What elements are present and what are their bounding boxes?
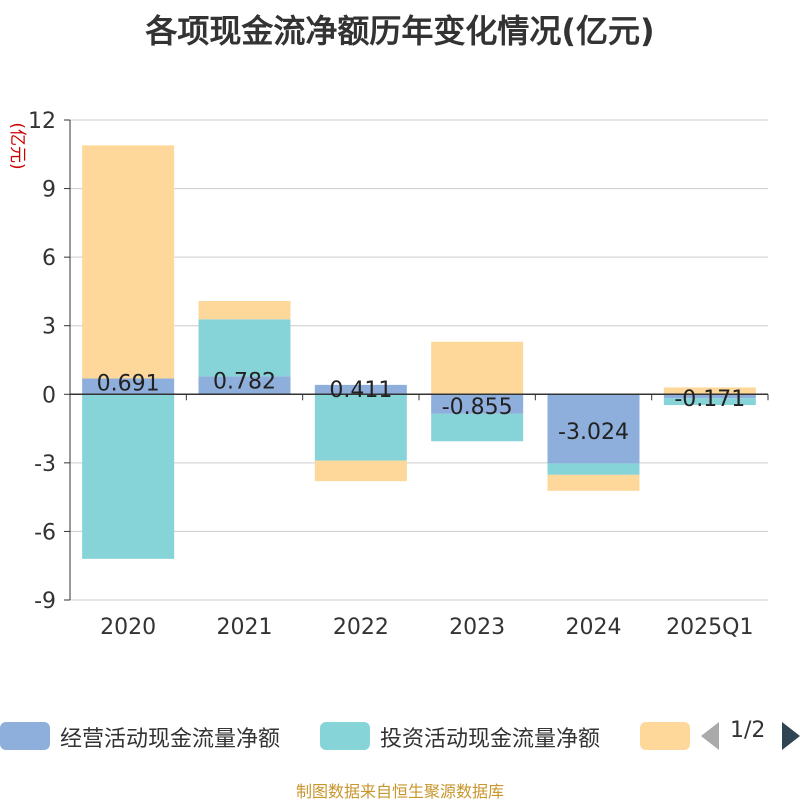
legend-next-page-icon[interactable]: [782, 722, 800, 750]
y-tick-label: -6: [34, 520, 56, 545]
bar-financing-2024: [547, 474, 640, 491]
x-tick-label: 2021: [217, 615, 273, 640]
y-tick-label: 3: [42, 315, 56, 340]
y-tick-label: -3: [34, 452, 56, 477]
data-label-operating: 0.782: [213, 369, 276, 394]
y-tick-label: -9: [34, 589, 56, 614]
x-tick-label: 2022: [333, 615, 389, 640]
legend-item-operating[interactable]: 经营活动现金流量净额: [0, 718, 310, 752]
bar-operating-2024: [547, 394, 640, 464]
y-tick-label: 0: [42, 383, 56, 408]
legend-swatch-investing: [320, 722, 370, 750]
bar-financing-2021: [198, 300, 291, 320]
bar-operating-2020: [82, 378, 175, 395]
data-source-note: 制图数据来自恒生聚源数据库: [295, 782, 504, 800]
x-tick-label: 2020: [100, 615, 156, 640]
legend-prev-page-icon[interactable]: [701, 722, 719, 750]
chart-title: 各项现金流净额历年变化情况(亿元): [145, 12, 655, 50]
bar-investing-2020: [82, 394, 175, 559]
x-tick-label: 2024: [566, 615, 622, 640]
y-tick-label: 9: [42, 178, 56, 203]
data-label-operating: 0.411: [329, 378, 392, 403]
bar-investing-2025Q1: [663, 398, 756, 406]
y-axis-label: (亿元): [7, 122, 27, 169]
legend-swatch-financing: [640, 722, 690, 750]
data-label-operating: 0.691: [97, 371, 160, 396]
bar-investing-2024: [547, 463, 640, 475]
x-tick-label: 2023: [449, 615, 505, 640]
legend-page-indicator: 1/2: [730, 718, 766, 743]
data-label-operating: -3.024: [558, 420, 629, 445]
bar-financing-2023: [431, 341, 524, 395]
legend-label-investing: 投资活动现金流量净额: [380, 727, 601, 752]
bar-operating-2023: [431, 394, 524, 414]
y-tick-label: 6: [42, 246, 56, 271]
legend-item-investing[interactable]: 投资活动现金流量净额: [320, 718, 630, 752]
bar-operating-2022: [314, 384, 407, 395]
bar-operating-2021: [198, 376, 291, 395]
bar-investing-2021: [198, 319, 291, 377]
data-label-operating: -0.171: [674, 387, 745, 412]
bar-financing-2025Q1: [663, 387, 756, 395]
bar-operating-2025Q1: [663, 394, 756, 399]
bar-financing-2020: [82, 145, 175, 379]
legend-swatch-operating: [0, 722, 50, 750]
bar-investing-2023: [431, 413, 524, 442]
bar-investing-2022: [314, 394, 407, 461]
y-tick-label: 12: [28, 109, 56, 134]
legend-label-operating: 经营活动现金流量净额: [60, 727, 281, 752]
data-label-operating: -0.855: [442, 395, 513, 420]
bar-financing-2022: [314, 460, 407, 482]
x-tick-label: 2025Q1: [666, 615, 753, 640]
legend-item-financing[interactable]: [640, 718, 692, 752]
